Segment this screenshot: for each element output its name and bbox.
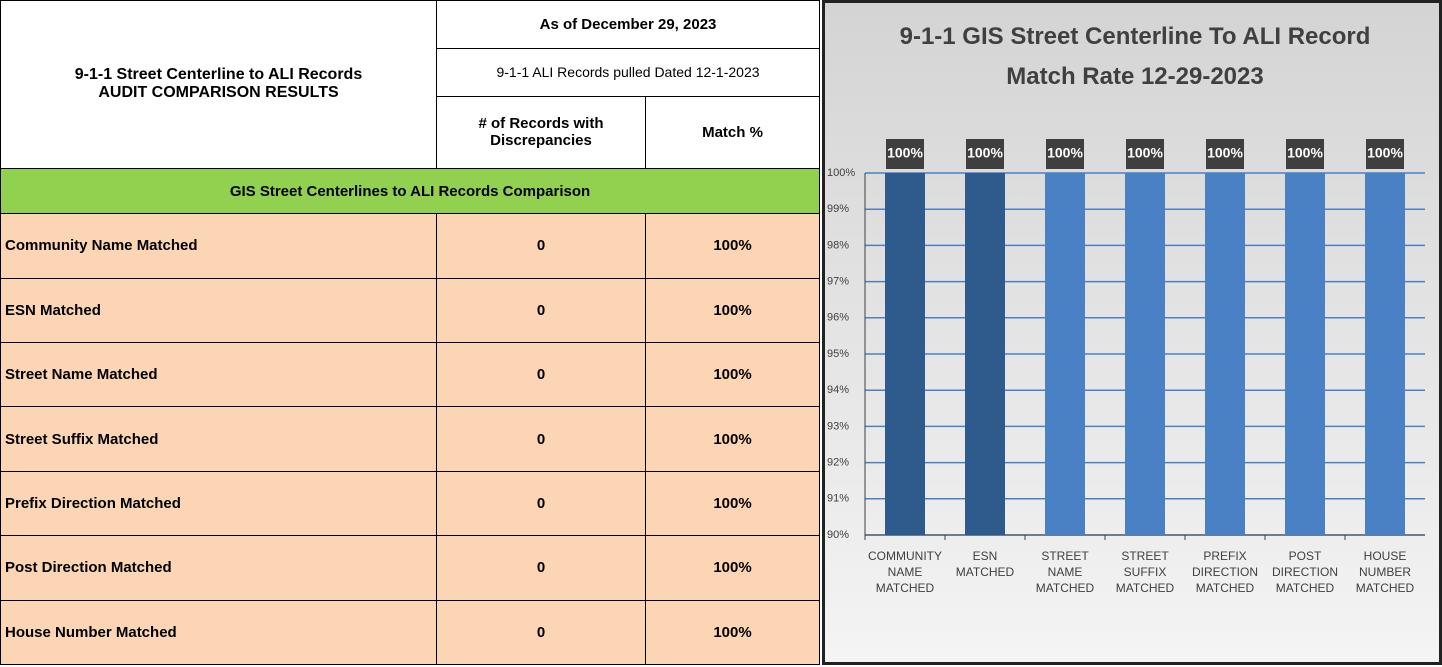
y-tick-label: 94% xyxy=(827,384,849,396)
row: Street Suffix Matched 0 100% xyxy=(0,406,820,472)
row-label: Prefix Direction Matched xyxy=(0,470,437,537)
x-tick-label: PREFIX DIRECTION MATCHED xyxy=(1192,549,1258,595)
x-tick-label: COMMUNITY NAME MATCHED xyxy=(868,549,942,595)
bar xyxy=(965,173,1005,535)
data-label: 100% xyxy=(1367,145,1403,161)
pulled: 9-1-1 ALI Records pulled Dated 12-1-2023 xyxy=(436,48,820,97)
row: House Number Matched 0 100% xyxy=(0,599,820,666)
y-tick-label: 91% xyxy=(827,493,849,505)
bar xyxy=(1125,173,1165,535)
cell: 100% xyxy=(645,406,820,472)
row-label: House Number Matched xyxy=(0,599,437,666)
y-tick-label: 99% xyxy=(827,203,849,215)
y-tick-label: 93% xyxy=(827,420,849,432)
bar xyxy=(1205,173,1245,535)
data-label: 100% xyxy=(887,145,923,161)
y-tick-label: 92% xyxy=(827,457,849,469)
chart-title: 9-1-1 GIS Street Centerline To ALI Recor… xyxy=(899,23,1371,90)
data-label-box xyxy=(1046,139,1084,169)
data-label: 100% xyxy=(1287,145,1323,161)
cell: 0 xyxy=(436,535,646,601)
data-label-box xyxy=(1286,139,1324,169)
bar xyxy=(1365,173,1405,535)
row-label: Post Direction Matched xyxy=(0,535,437,601)
cell: 100% xyxy=(645,535,820,601)
title-line: AUDIT COMPARISON RESULTS xyxy=(98,84,339,102)
row: ESN Matched 0 100% xyxy=(0,277,820,344)
section-header: GIS Street Centerlines to ALI Records Co… xyxy=(0,167,820,215)
data-label: 100% xyxy=(967,145,1003,161)
x-tick-label: STREET SUFFIX MATCHED xyxy=(1115,549,1175,595)
audit-table: 9-1-1 Street Centerline to ALI Records A… xyxy=(0,0,820,666)
title-line: 9-1-1 Street Centerline to ALI Records xyxy=(74,66,363,84)
row: Prefix Direction Matched 0 100% xyxy=(0,470,820,537)
chart: 90% 91% 92% 93% 94% 95% 96% 97% 98% 99% 100% 100% 10… xyxy=(822,0,1442,665)
x-tick-label: HOUSE NUMBER MATCHED xyxy=(1355,549,1415,595)
data-label: 100% xyxy=(1047,145,1083,161)
row-label: Street Suffix Matched xyxy=(0,406,437,472)
chart-svg: 90% 91% 92% 93% 94% 95% 96% 97% 98% 99% 100% 100% 10… xyxy=(827,139,1425,541)
row-label: Street Name Matched xyxy=(0,342,437,408)
cell: 100% xyxy=(645,277,820,344)
data-label-box xyxy=(1126,139,1164,169)
bar xyxy=(1285,173,1325,535)
data-label-box xyxy=(1206,139,1244,169)
data-label: 100% xyxy=(1127,145,1163,161)
column-header: Match % xyxy=(645,95,820,169)
column-header: # of Records with Discrepancies xyxy=(436,95,646,169)
row: Street Name Matched 0 100% xyxy=(0,342,820,408)
data-label-box xyxy=(1366,139,1404,169)
cell: 0 xyxy=(436,277,646,344)
cell: 0 xyxy=(436,342,646,408)
as-of: As of December 29, 2023 xyxy=(436,0,820,50)
x-tick-label: POST DIRECTION MATCHED xyxy=(1272,549,1338,595)
cell: 100% xyxy=(645,213,820,279)
data-label-box xyxy=(966,139,1004,169)
data-label-box xyxy=(886,139,924,169)
cell: 0 xyxy=(436,470,646,537)
y-tick-label: 98% xyxy=(827,239,849,251)
cell: 100% xyxy=(645,470,820,537)
bar xyxy=(1045,173,1085,535)
bar xyxy=(885,173,925,535)
y-tick-label: 90% xyxy=(827,529,849,541)
cell: 0 xyxy=(436,213,646,279)
cell: 0 xyxy=(436,406,646,472)
cell: 0 xyxy=(436,599,646,666)
y-tick-label: 97% xyxy=(827,276,849,288)
row: Post Direction Matched 0 100% xyxy=(0,535,820,601)
cell: 100% xyxy=(645,599,820,666)
y-tick-label: 96% xyxy=(827,312,849,324)
data-label: 100% xyxy=(1207,145,1243,161)
x-tick-label: STREET NAME MATCHED xyxy=(1035,549,1095,595)
row-label: ESN Matched xyxy=(0,277,437,344)
x-tick-label: ESN MATCHED xyxy=(955,549,1015,579)
cell: 100% xyxy=(645,342,820,408)
row: Community Name Matched 0 100% xyxy=(0,213,820,279)
y-tick-label: 100% xyxy=(827,167,855,179)
table-title: 9-1-1 Street Centerline to ALI Records A… xyxy=(0,0,437,169)
row-label: Community Name Matched xyxy=(0,213,437,279)
rows: Community Name Matched 0 100% ESN Matched 0 1… xyxy=(0,213,820,666)
y-tick-label: 95% xyxy=(827,348,849,360)
